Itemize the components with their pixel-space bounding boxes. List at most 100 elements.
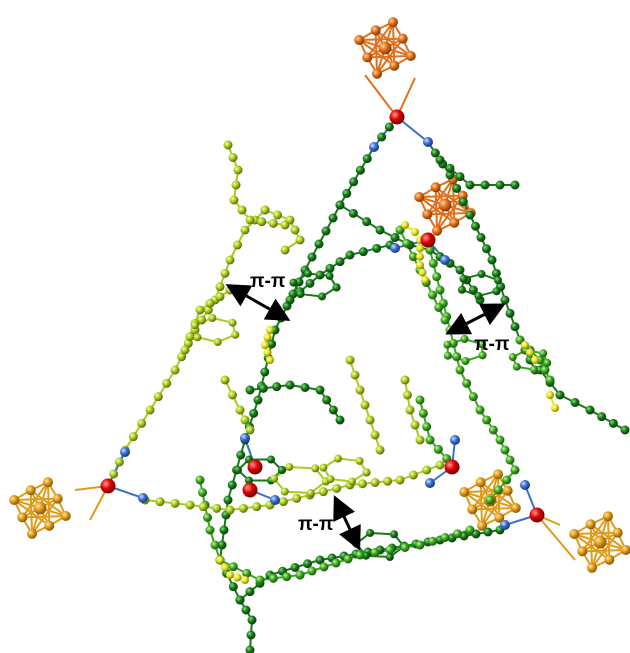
ligand-atom [422,422,432,432]
ligand-atom [443,340,452,349]
ligand-atom [421,276,429,284]
ligand-atom [405,405,415,415]
bond [481,490,509,527]
ligand-atom [270,474,279,483]
ligand-atom [198,502,208,512]
ligand-atom [384,122,394,132]
ligand-atom [495,180,505,190]
ligand-atom [418,268,427,277]
ligand-atom [282,572,292,582]
ligand-atom [212,503,222,513]
ligand-atom [231,180,241,190]
ligand-atom [228,318,237,327]
ligand-atom [242,568,252,578]
ligand-atom [468,285,478,295]
ligand-atom [334,454,343,463]
ligand-atom [352,539,361,548]
ligand-atom [487,255,497,265]
cluster-atom [25,485,36,496]
ligand-atom [268,218,278,228]
cluster-atom [432,225,443,236]
ligand-atom [247,615,257,625]
ligand-atom [551,404,559,412]
ligand-atom [315,385,325,395]
ligand-atom [195,475,205,485]
cluster-atom [397,33,408,44]
ligand-atom [597,412,607,422]
cluster-atom [449,217,460,228]
ligand-atom [235,595,245,605]
ligand-atom [205,298,215,308]
ligand-atom [383,476,392,486]
ligand-atom [325,263,335,273]
ligand-atom [482,244,491,254]
ligand-atom [170,498,180,508]
ligand-atom [266,356,274,364]
ligand-atom [241,576,249,584]
pi-stacking-bottom-annotation: π-π [298,495,361,551]
ligand-atom [319,463,328,472]
metal-center-atom [444,459,460,475]
metal-center-atom [420,232,436,248]
ligand-atom [267,339,277,349]
pi-stacking-left-arrow [225,284,291,321]
ligand-atom [295,235,305,245]
ligand-atom [332,483,342,493]
ligand-atom [231,330,240,339]
ligand-atom [225,285,235,295]
ligand-atom [233,240,242,250]
cluster-atom [17,512,28,523]
ligand-atom [223,140,233,150]
ligand-atom [245,645,255,653]
ligand-atom [268,573,278,583]
ligand-atom [492,287,501,296]
ligand-atom [260,367,270,377]
ligand-atom [350,370,360,380]
ligand-atom [375,225,385,235]
ligand-atom [401,221,409,229]
ligand-atom [162,378,172,388]
ligand-atom [555,390,565,400]
ligand-atom [482,415,492,425]
ligand-atom [372,243,382,253]
ligand-atom [425,245,435,255]
pi-stacking-left-annotation: π-π [225,271,291,321]
ligand-atom [314,239,324,249]
ligand-atom [246,630,256,640]
ligand-atom [505,455,515,465]
ligand-atom [477,270,486,279]
cluster-atom [422,209,433,220]
ligand-atom [295,570,305,580]
ligand-atom [545,375,555,385]
ligand-atom [390,233,400,242]
ligand-atom [225,505,235,515]
ligand-atom [362,468,371,477]
cluster-atom [593,535,607,549]
ligand-atom [440,533,450,542]
ligand-atom [355,165,365,175]
ligand-atom [543,358,552,367]
ligand-atom [228,390,237,400]
pi-stacking-right-label: π-π [474,334,510,355]
ligand-atom [455,365,465,375]
ligand-atom [362,154,372,164]
cluster-atom [477,520,488,531]
ligand-atom [335,200,345,210]
ligand-atom [266,326,274,334]
cluster-atom [27,528,38,539]
cluster-atom [33,501,47,515]
bond [376,38,404,75]
ligand-atom [445,170,455,180]
nitrogen-atom [440,255,450,265]
ligand-atom [510,322,520,332]
ligand-atom [217,540,227,550]
ligand-atom [343,554,353,564]
ligand-atom [228,153,238,162]
ligand-atom [342,188,352,198]
ligand-atom [480,180,490,190]
ligand-atom [260,205,270,215]
ligand-atom [237,205,247,215]
cluster-atom [42,477,53,488]
ligand-atom [570,398,580,407]
ligand-atom [318,487,328,497]
